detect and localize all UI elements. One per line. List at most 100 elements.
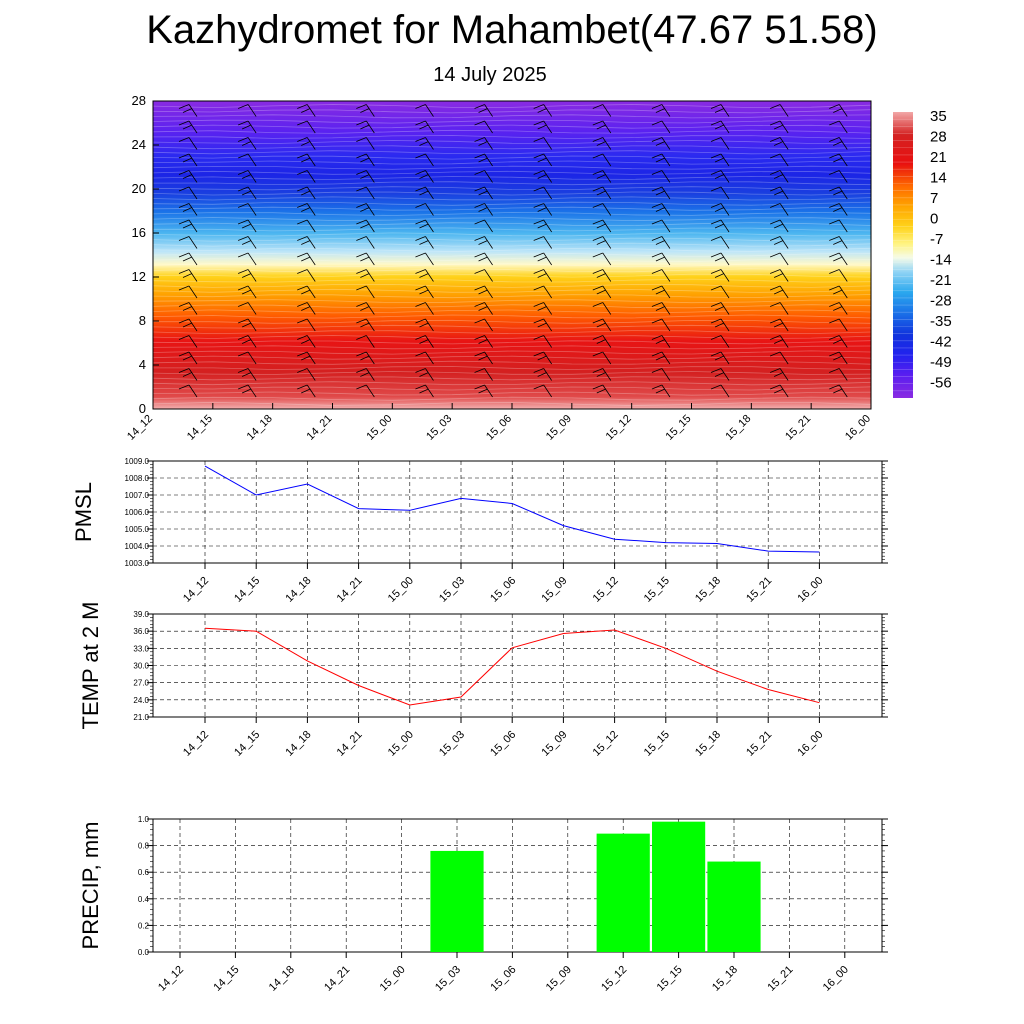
wind-barb-flag — [537, 157, 547, 163]
wind-barb — [297, 302, 316, 315]
series-line — [204, 465, 820, 553]
contour-line — [152, 175, 872, 180]
wind-barb-flag — [297, 170, 308, 175]
wind-barb — [474, 219, 493, 233]
wind-barb-flag — [178, 335, 190, 340]
wind-barb-shaft — [838, 186, 848, 200]
wind-barb — [651, 285, 671, 299]
wind-barb-flag — [533, 219, 544, 225]
wind-barb — [829, 120, 848, 134]
wind-barb — [829, 186, 848, 200]
wind-barb-flag — [478, 207, 488, 212]
wind-barb-flag — [237, 137, 249, 142]
wind-barb-flag — [474, 137, 485, 142]
wind-barb-flag — [478, 306, 488, 311]
wind-barb-shaft — [838, 252, 848, 266]
bar — [596, 833, 650, 952]
wind-barb — [474, 285, 493, 299]
x-tick-label: 15_00 — [386, 575, 416, 605]
wind-barb-flag — [710, 104, 722, 109]
wind-barb-shaft — [838, 302, 848, 315]
wind-barb-flag — [237, 285, 249, 291]
y-tick-label: 4 — [139, 357, 146, 372]
contour-line — [152, 360, 872, 365]
wind-barb-flag — [829, 302, 840, 307]
wind-barb-shaft — [602, 219, 612, 233]
wind-barb-flag — [596, 240, 606, 245]
wind-barb-flag — [596, 322, 606, 328]
wind-barb-flag — [829, 384, 840, 390]
wind-barb-flag — [773, 372, 784, 377]
wind-barb — [474, 236, 493, 249]
wind-barb-flag — [770, 203, 781, 208]
wind-barb-flag — [592, 318, 603, 324]
wind-barb-shaft — [425, 219, 434, 233]
wind-barb — [592, 137, 612, 150]
wind-barb-flag — [474, 318, 485, 324]
wind-barb — [651, 368, 671, 381]
y-tick-label: 0.0 — [138, 948, 150, 957]
x-tick-label: 15_18 — [710, 964, 740, 994]
wind-barb-flag — [297, 203, 308, 208]
wind-barb — [651, 137, 671, 150]
wind-barb — [592, 269, 612, 282]
wind-barb-shaft — [188, 219, 198, 233]
wind-barb-shaft — [366, 318, 375, 332]
wind-barb — [592, 153, 612, 167]
wind-barb-flag — [182, 124, 193, 130]
wind-barb-shaft — [188, 236, 198, 249]
x-tick-label: 16_00 — [795, 575, 825, 605]
wind-barb-shaft — [543, 120, 553, 134]
wind-barb-flag — [237, 104, 249, 109]
contour-line — [152, 268, 872, 273]
wind-barb-shaft — [306, 285, 316, 299]
wind-barb-flag — [655, 306, 666, 311]
wind-barb — [178, 252, 198, 266]
wind-barb-flag — [182, 207, 193, 212]
wind-barb-flag — [773, 322, 784, 328]
wind-barb — [297, 203, 316, 216]
wind-barb-shaft — [484, 153, 493, 167]
wind-barb-shaft — [425, 236, 434, 249]
wind-barb — [533, 153, 553, 167]
y-axis-title: PRECIP, mm — [78, 822, 103, 950]
wind-barb-flag — [178, 170, 190, 175]
wind-barb-flag — [651, 153, 663, 159]
wind-barb — [710, 318, 730, 332]
wind-barb-flag — [592, 285, 603, 291]
wind-barb — [533, 335, 553, 348]
wind-barb-flag — [301, 355, 311, 361]
wind-barb-flag — [770, 269, 781, 274]
wind-barb-flag — [474, 170, 485, 175]
wind-barb-flag — [237, 302, 249, 307]
wind-barb-shaft — [661, 351, 671, 365]
colorbar-label: -28 — [930, 293, 952, 310]
wind-barb-flag — [297, 384, 308, 390]
wind-barb-shaft — [366, 137, 375, 150]
wind-barb-shaft — [484, 186, 493, 200]
x-tick-label: 15_06 — [484, 413, 514, 443]
wind-barb-shaft — [602, 120, 612, 134]
wind-barb — [356, 186, 375, 200]
wind-barb-flag — [237, 236, 249, 241]
wind-barb-flag — [241, 289, 252, 295]
wind-barb-shaft — [366, 252, 375, 266]
wind-barb — [356, 203, 375, 216]
wind-barb-flag — [356, 351, 367, 357]
contour-line — [153, 227, 872, 232]
wind-barb-shaft — [543, 186, 553, 200]
wind-barb-flag — [241, 273, 252, 278]
y-tick-label: 24 — [132, 137, 146, 152]
wind-barb — [533, 219, 553, 233]
wind-barb-flag — [356, 302, 367, 307]
wind-barb-flag — [178, 186, 190, 192]
x-tick-label: 14_15 — [185, 413, 215, 443]
wind-barb-shaft — [425, 384, 434, 398]
x-tick-label: 15_21 — [744, 729, 774, 759]
wind-barb-flag — [651, 104, 663, 109]
contour-line — [152, 324, 872, 329]
wind-barb-flag — [596, 339, 606, 344]
wind-barb — [533, 318, 553, 332]
wind-barb-flag — [596, 141, 606, 146]
wind-barb-shaft — [306, 170, 316, 183]
